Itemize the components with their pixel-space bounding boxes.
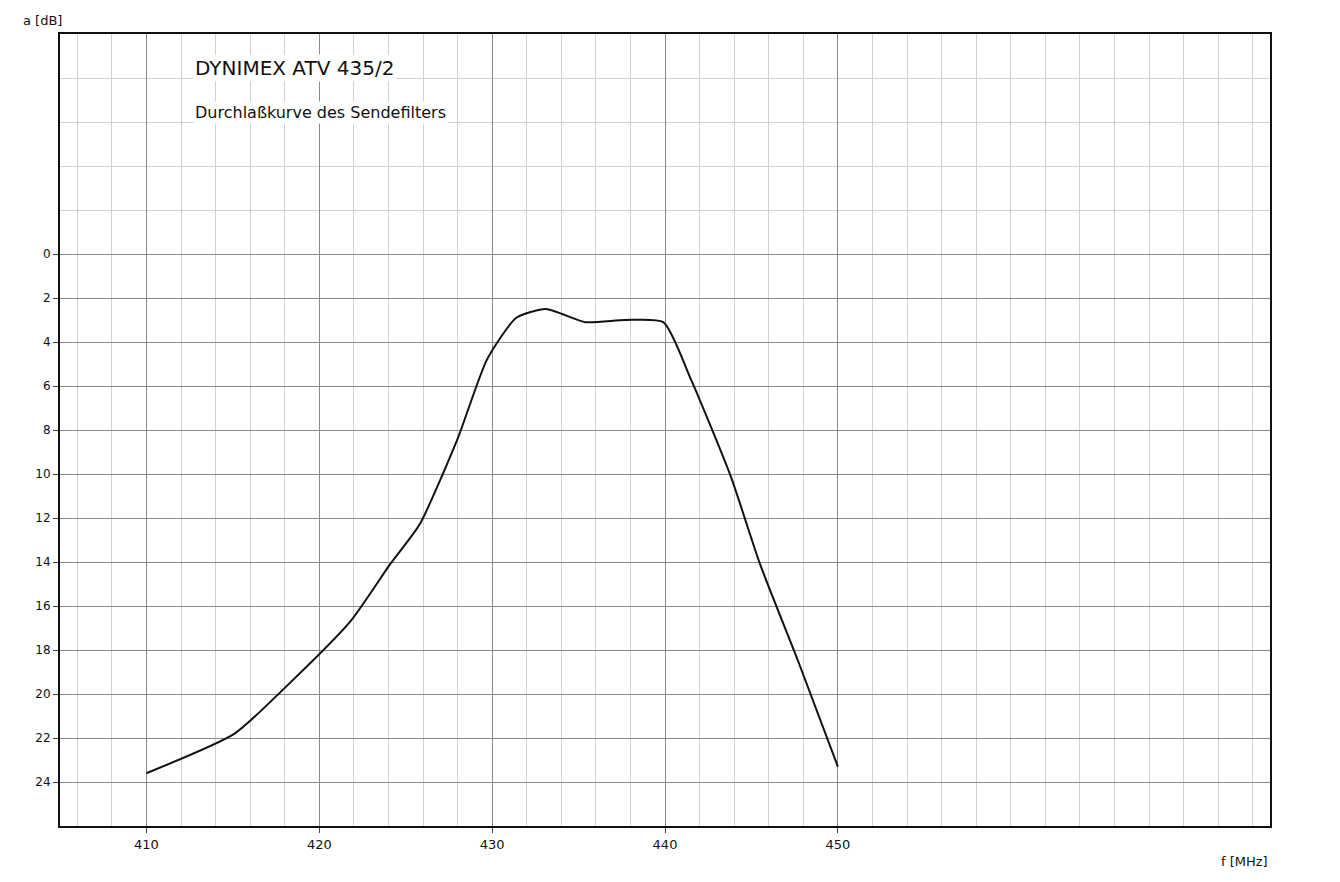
svg-text:440: 440 <box>653 837 678 852</box>
svg-text:0: 0 <box>43 247 51 261</box>
svg-text:12: 12 <box>35 511 50 525</box>
svg-text:22: 22 <box>35 731 50 745</box>
svg-text:18: 18 <box>35 643 50 657</box>
svg-text:430: 430 <box>480 837 505 852</box>
svg-text:DYNIMEX ATV 435/2: DYNIMEX ATV 435/2 <box>195 56 394 80</box>
svg-text:f [MHz]: f [MHz] <box>1221 854 1268 869</box>
svg-text:10: 10 <box>35 467 50 481</box>
svg-text:8: 8 <box>43 423 51 437</box>
svg-text:24: 24 <box>35 775 50 789</box>
svg-text:410: 410 <box>134 837 159 852</box>
svg-text:420: 420 <box>307 837 332 852</box>
svg-text:2: 2 <box>43 291 51 305</box>
svg-text:450: 450 <box>825 837 850 852</box>
svg-text:20: 20 <box>35 687 50 701</box>
svg-text:16: 16 <box>35 599 50 613</box>
svg-text:6: 6 <box>43 379 51 393</box>
svg-text:4: 4 <box>43 335 51 349</box>
svg-text:Durchlaßkurve des Sendefilters: Durchlaßkurve des Sendefilters <box>195 103 446 122</box>
svg-text:14: 14 <box>35 555 50 569</box>
svg-text:a [dB]: a [dB] <box>23 13 62 28</box>
